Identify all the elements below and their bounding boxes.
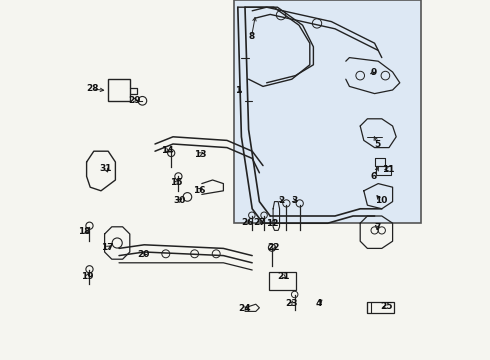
Bar: [108, 79, 130, 101]
Text: 4: 4: [316, 299, 322, 308]
Text: 29: 29: [128, 96, 141, 105]
Text: 30: 30: [173, 196, 186, 205]
Text: 6: 6: [371, 172, 377, 181]
Text: 12: 12: [267, 219, 279, 228]
Text: 14: 14: [161, 146, 173, 155]
Text: 19: 19: [81, 272, 94, 281]
Text: 1: 1: [235, 86, 241, 95]
Text: 9: 9: [371, 68, 377, 77]
Bar: [234, 0, 421, 223]
Text: 22: 22: [267, 243, 279, 252]
Text: 7: 7: [374, 223, 381, 232]
Text: 24: 24: [238, 304, 250, 313]
Text: 10: 10: [375, 197, 387, 205]
Bar: [368, 302, 394, 313]
Text: 18: 18: [78, 227, 90, 236]
Text: 25: 25: [380, 302, 392, 311]
Text: 26: 26: [241, 218, 253, 227]
Text: 21: 21: [278, 272, 290, 281]
Text: 3: 3: [291, 196, 297, 205]
Text: 28: 28: [86, 85, 98, 94]
Bar: [269, 272, 296, 290]
Text: 20: 20: [137, 251, 149, 259]
Text: 13: 13: [194, 150, 206, 159]
Text: 15: 15: [170, 179, 182, 188]
Text: 5: 5: [374, 140, 381, 149]
Text: 31: 31: [99, 164, 112, 173]
Text: 17: 17: [101, 243, 114, 252]
Bar: [376, 166, 391, 175]
Text: 8: 8: [248, 32, 255, 41]
Text: 11: 11: [382, 165, 394, 174]
Text: 2: 2: [278, 196, 284, 205]
Text: 16: 16: [193, 186, 205, 195]
Text: 27: 27: [253, 218, 266, 227]
Text: 23: 23: [285, 299, 297, 308]
